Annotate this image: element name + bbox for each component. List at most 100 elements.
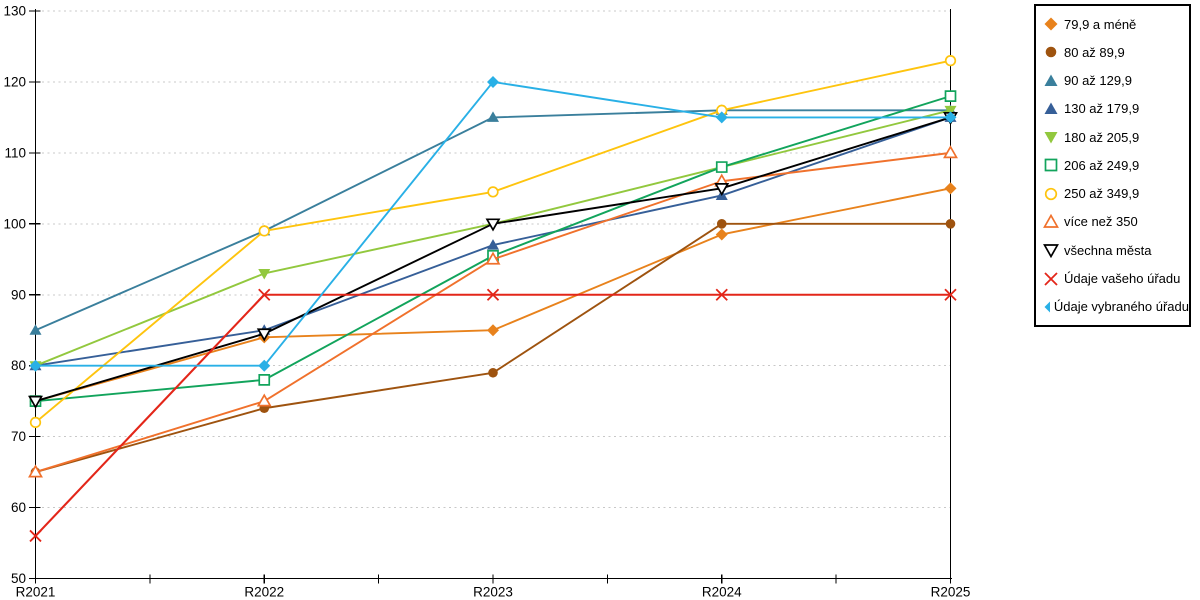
- y-tick-label: 60: [11, 500, 26, 515]
- x-tick-label: R2023: [473, 585, 513, 600]
- legend-item: všechna města: [1043, 242, 1189, 259]
- data-point-marker: [485, 251, 501, 265]
- data-point-marker: [258, 359, 271, 372]
- series-8: [28, 112, 958, 409]
- legend-item: 180 až 205,9: [1043, 129, 1189, 145]
- legend-item: 250 až 349,9: [1043, 186, 1189, 202]
- data-point-marker: [715, 161, 728, 173]
- x-tick-label: R2022: [244, 585, 284, 600]
- series-7: [28, 145, 958, 478]
- legend-item: 206 až 249,9: [1043, 157, 1189, 173]
- data-point-marker: [487, 324, 499, 337]
- legend-item: více než 350: [1043, 213, 1189, 230]
- legend-marker-icon: [1045, 47, 1057, 58]
- data-point-marker: [715, 111, 728, 124]
- data-point-marker: [258, 268, 271, 280]
- data-point-marker: [487, 239, 499, 250]
- legend-item: Údaje vybraného úřadu: [1043, 299, 1189, 315]
- data-point-marker: [714, 182, 730, 197]
- series-line: [35, 151, 951, 474]
- x-tick-label: R2024: [702, 585, 742, 600]
- data-point-marker: [258, 225, 270, 237]
- legend-marker-icon: [1044, 17, 1058, 31]
- data-point-marker: [944, 90, 957, 102]
- legend-marker-icon: [1044, 74, 1058, 86]
- data-point-marker: [28, 464, 43, 478]
- data-point-marker: [716, 219, 727, 229]
- series-10: [29, 75, 957, 372]
- data-point-marker: [1044, 187, 1058, 200]
- legend-label: všechna města: [1064, 242, 1152, 258]
- data-point-marker: [29, 324, 42, 335]
- data-point-marker: [1044, 301, 1050, 313]
- legend-label: 79,9 a méně: [1064, 16, 1137, 32]
- legend-label: 180 až 205,9: [1064, 129, 1140, 145]
- data-point-marker: [486, 288, 500, 301]
- data-point-marker: [256, 328, 272, 342]
- legend-item: 130 až 179,9: [1043, 101, 1189, 117]
- legend-label: 206 až 249,9: [1064, 157, 1140, 173]
- data-point-marker: [715, 228, 728, 241]
- legend-marker-icon: [1044, 159, 1058, 172]
- data-point-marker: [258, 288, 271, 301]
- legend: 79,9 a méně 80 až 89,9 90 až 129,9 130 až 1…: [1034, 4, 1191, 327]
- legend-item: 79,9 a méně: [1043, 16, 1189, 32]
- legend-label: více než 350: [1064, 214, 1138, 230]
- data-point-marker: [1043, 213, 1059, 228]
- y-tick-label: 110: [4, 145, 26, 160]
- legend-label: 130 až 179,9: [1064, 101, 1140, 117]
- legend-label: 90 až 129,9: [1064, 73, 1132, 89]
- data-point-marker: [944, 105, 957, 117]
- data-point-marker: [487, 75, 499, 88]
- data-point-marker: [28, 395, 43, 409]
- data-point-marker: [488, 367, 498, 378]
- legend-item: 90 až 129,9: [1043, 73, 1189, 89]
- series-9: [29, 288, 957, 543]
- data-point-marker: [1044, 132, 1058, 144]
- data-point-marker: [258, 374, 271, 386]
- data-point-marker: [487, 186, 499, 198]
- y-tick-label: 50: [11, 571, 26, 586]
- data-point-marker: [715, 288, 728, 301]
- data-point-marker: [1044, 159, 1058, 172]
- y-tick-label: 130: [3, 4, 26, 19]
- legend-label: 250 až 349,9: [1064, 186, 1140, 202]
- legend-marker-icon: [1043, 213, 1059, 228]
- data-point-marker: [1044, 17, 1058, 31]
- legend-item: Údaje vašeho úřadu: [1043, 271, 1189, 287]
- legend-marker-icon: [1044, 301, 1050, 313]
- legend-marker-icon: [1044, 187, 1058, 200]
- data-point-marker: [1044, 102, 1058, 114]
- data-point-marker: [1044, 74, 1058, 86]
- data-point-marker: [1043, 244, 1059, 259]
- data-point-marker: [256, 393, 272, 407]
- legend-label: 80 až 89,9: [1064, 44, 1125, 60]
- series-6: [29, 55, 957, 429]
- legend-label: Údaje vybraného úřadu: [1053, 299, 1189, 315]
- y-tick-label: 120: [3, 74, 26, 89]
- data-point-marker: [944, 111, 957, 124]
- legend-marker-icon: [1043, 244, 1059, 259]
- data-point-marker: [29, 359, 42, 372]
- legend-marker-icon: [1044, 132, 1058, 144]
- y-tick-label: 80: [11, 358, 26, 373]
- x-tick-label: R2025: [931, 585, 971, 600]
- y-tick-label: 90: [11, 287, 26, 302]
- data-point-marker: [944, 182, 957, 195]
- legend-label: Údaje vašeho úřadu: [1064, 271, 1181, 287]
- data-point-marker: [487, 111, 499, 122]
- legend-marker-icon: [1044, 271, 1058, 286]
- data-point-marker: [485, 218, 501, 232]
- data-point-marker: [944, 288, 957, 301]
- y-tick-label: 100: [3, 216, 26, 231]
- data-point-marker: [29, 416, 42, 429]
- y-tick-label: 70: [11, 429, 26, 444]
- data-point-marker: [1045, 47, 1057, 58]
- data-point-marker: [945, 219, 956, 229]
- x-tick-label: R2021: [16, 585, 56, 600]
- data-point-marker: [943, 145, 958, 159]
- legend-item: 80 až 89,9: [1043, 44, 1189, 60]
- data-point-marker: [29, 529, 42, 543]
